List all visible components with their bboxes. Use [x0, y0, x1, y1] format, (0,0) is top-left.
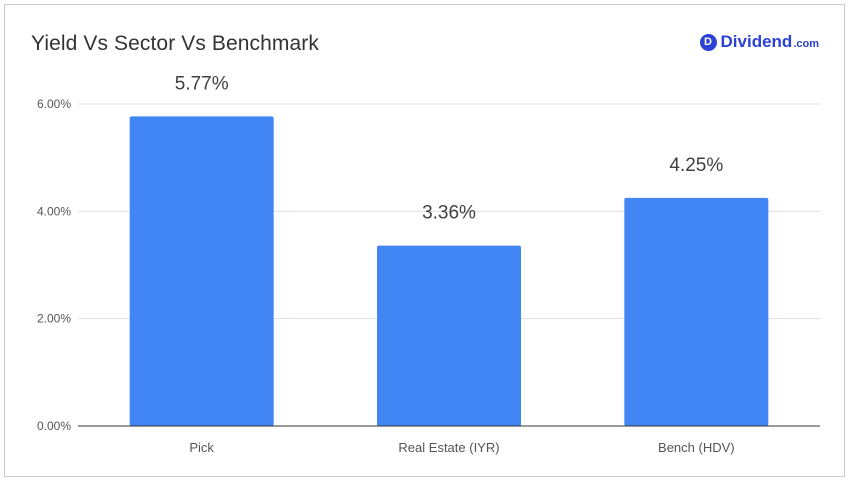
dividend-logo-text: Dividend — [720, 32, 793, 51]
x-category-label-1: Real Estate (IYR) — [398, 440, 499, 455]
y-tick-label-2: 4.00% — [37, 204, 71, 218]
data-label-2: 4.25% — [669, 155, 723, 176]
bar-2 — [624, 197, 769, 426]
bar-0 — [129, 116, 274, 427]
dividend-logo[interactable]: D Dividend .com — [699, 32, 819, 52]
dividend-logo-suffix: .com — [793, 38, 819, 50]
chart-title: Yield Vs Sector Vs Benchmark — [31, 32, 319, 55]
data-label-0: 5.77% — [175, 73, 229, 94]
y-tick-label-1: 2.00% — [37, 312, 71, 326]
y-tick-label-0: 0.00% — [37, 419, 71, 433]
data-label-1: 3.36% — [422, 203, 476, 224]
bar-1 — [377, 245, 521, 426]
x-category-label-2: Bench (HDV) — [658, 440, 735, 455]
x-category-label-0: Pick — [189, 440, 214, 455]
dividend-logo-icon: D — [699, 33, 717, 51]
y-tick-label-3: 6.00% — [37, 97, 71, 111]
